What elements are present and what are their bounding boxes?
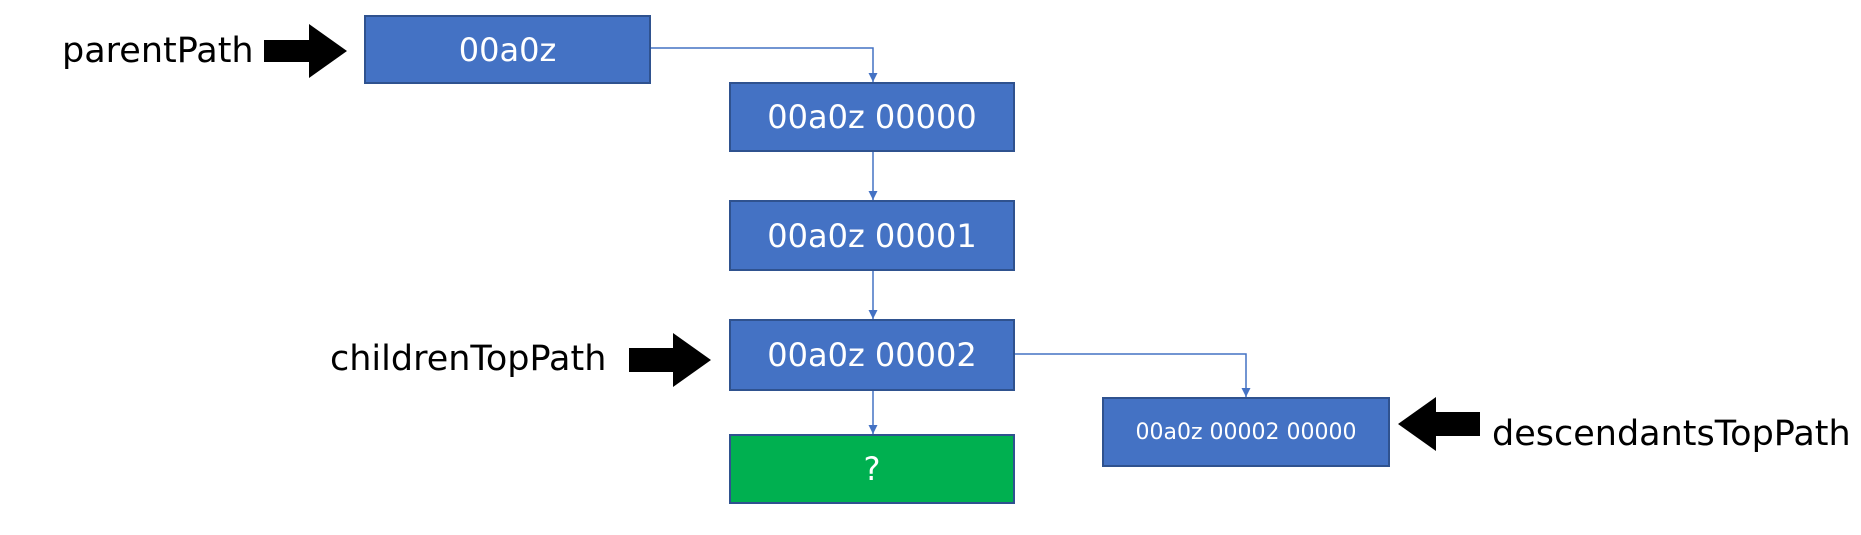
descendants-top-path-node: 00a0z 00002 00000 [1102,397,1390,467]
parent-path-label: parentPath [62,31,254,71]
children-top-path-label: childrenTopPath [330,339,607,379]
parent-path-node: 00a0z [364,15,651,84]
children-top-path-node: 00a0z 00002 [729,319,1015,391]
parent-path-arrow-icon [264,24,347,78]
child-node-00000: 00a0z 00000 [729,82,1015,152]
child-node-00001: 00a0z 00001 [729,200,1015,271]
connector-child-2-to-descendant [1014,353,1251,397]
descendants-top-path-arrow-icon [1398,397,1480,451]
children-top-path-arrow-icon [629,333,711,387]
descendants-top-path-label: descendantsTopPath [1492,414,1851,454]
connector-parent-to-child-0 [650,47,878,82]
next-child-unknown-node: ? [729,434,1015,504]
